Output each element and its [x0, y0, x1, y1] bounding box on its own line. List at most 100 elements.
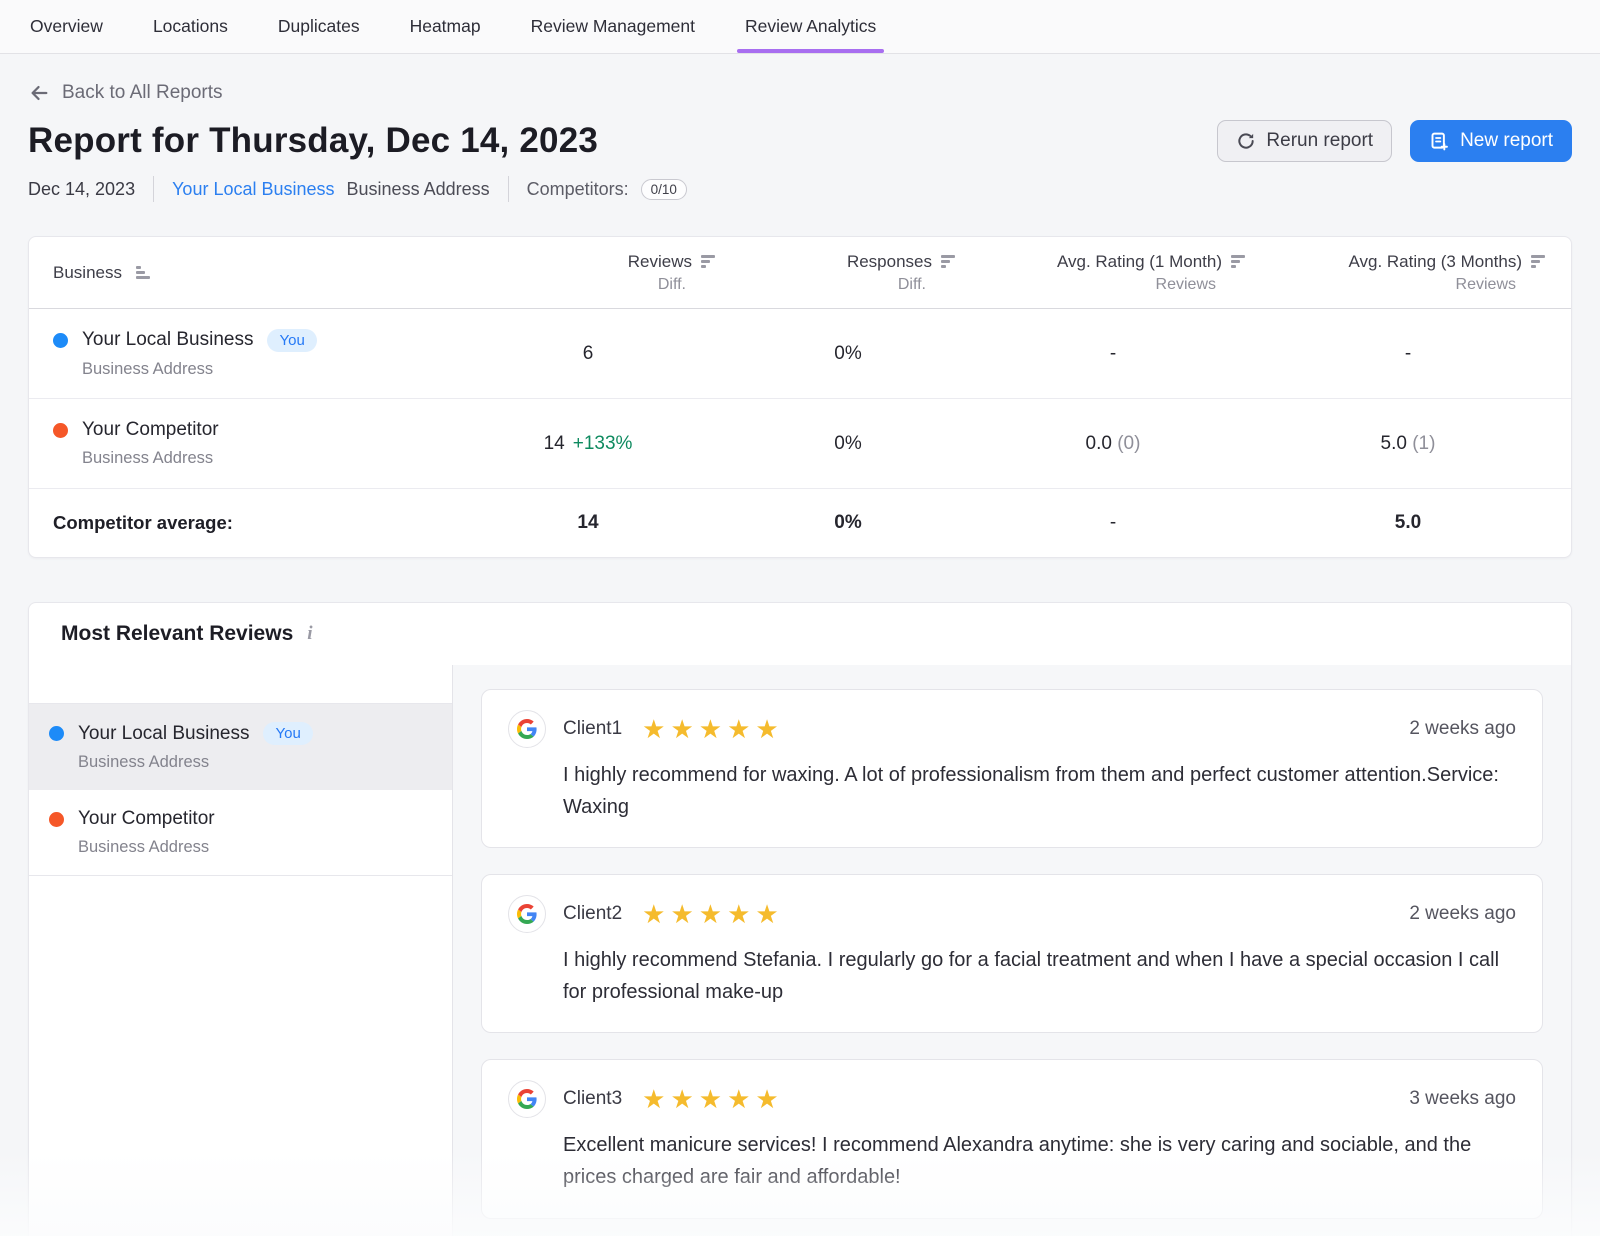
responses-value: 0% — [834, 432, 862, 454]
table-row: Your Local Business You Business Address… — [29, 309, 1571, 399]
info-icon[interactable]: i — [307, 623, 313, 644]
new-report-icon — [1429, 131, 1450, 152]
rerun-report-button[interactable]: Rerun report — [1217, 120, 1393, 162]
reviews-section-body: Your Local Business You Business Address… — [29, 665, 1571, 1236]
column-label: Avg. Rating (3 Months) — [1348, 251, 1522, 271]
column-header-reviews[interactable]: Reviews Diff. — [461, 252, 741, 294]
you-badge: You — [267, 328, 317, 352]
review-text: Excellent manicure services! I recommend… — [563, 1134, 1472, 1188]
back-to-reports-link[interactable]: Back to All Reports — [28, 82, 223, 104]
competitor-dot — [49, 811, 64, 827]
sort-icon — [701, 255, 715, 268]
business-list: Your Local Business You Business Address… — [29, 703, 452, 876]
reviews-diff: +133% — [572, 432, 633, 454]
avg-rating-3m-value: 5.0 — [1394, 512, 1422, 533]
reviews-value: 14 +133% — [543, 432, 633, 454]
back-arrow-icon — [28, 82, 50, 104]
reviews-business-sidebar: Your Local Business You Business Address… — [29, 665, 453, 1236]
back-link-label: Back to All Reports — [62, 82, 223, 103]
sidebar-item-local-business[interactable]: Your Local Business You Business Address — [29, 704, 452, 790]
sidebar-item-competitor[interactable]: Your Competitor Business Address — [29, 790, 452, 876]
sort-icon — [135, 266, 150, 279]
review-text: I highly recommend Stefania. I regularly… — [563, 949, 1500, 1003]
google-icon — [508, 1080, 546, 1119]
sort-icon — [941, 255, 955, 268]
business-name: Your Competitor — [82, 419, 219, 440]
business-cell: Your Competitor Business Address — [29, 403, 461, 484]
table-row: Your Competitor Business Address 14 +133%… — [29, 399, 1571, 489]
avg-rating-3m-value: 5.0 (1) — [1380, 432, 1436, 454]
tab-review-analytics[interactable]: Review Analytics — [736, 0, 885, 53]
competitor-dot — [53, 422, 68, 438]
business-name: Your Local Business — [78, 722, 250, 744]
business-address: Business Address — [82, 359, 214, 378]
google-icon — [508, 710, 546, 748]
tab-heatmap[interactable]: Heatmap — [409, 16, 481, 36]
column-sublabel: Diff. — [897, 275, 926, 293]
competitors-count-badge: 0/10 — [640, 178, 687, 200]
column-header-avg-rating-3-months[interactable]: Avg. Rating (3 Months) Reviews — [1271, 252, 1571, 294]
avg-responses-value: 0% — [834, 512, 862, 533]
avg-rating-3m-value: - — [1404, 342, 1412, 364]
column-header-responses[interactable]: Responses Diff. — [741, 252, 981, 294]
tab-review-management[interactable]: Review Management — [530, 16, 695, 36]
column-sublabel: Reviews — [1455, 275, 1516, 293]
reviews-panel: Client1 ★★★★★ 2 weeks ago I highly recom… — [453, 665, 1571, 1236]
divider — [153, 176, 155, 202]
section-title: Most Relevant Reviews — [61, 622, 294, 645]
sort-icon — [1531, 255, 1545, 268]
business-address: Business Address — [78, 838, 210, 856]
reviews-value: 6 — [582, 342, 594, 364]
column-label: Business — [53, 262, 122, 282]
page-title: Report for Thursday, Dec 14, 2023 — [28, 121, 599, 160]
review-card: Client2 ★★★★★ 2 weeks ago I highly recom… — [481, 874, 1543, 1034]
local-business-dot — [49, 726, 64, 741]
business-address: Business Address — [78, 753, 210, 771]
column-label: Reviews — [627, 251, 692, 271]
new-report-button[interactable]: New report — [1410, 120, 1572, 162]
new-report-label: New report — [1460, 130, 1553, 151]
column-sublabel: Reviews — [1155, 275, 1216, 293]
star-rating: ★★★★★ — [642, 714, 784, 744]
column-header-avg-rating-1-month[interactable]: Avg. Rating (1 Month) Reviews — [981, 252, 1271, 294]
title-row: Report for Thursday, Dec 14, 2023 Rerun … — [28, 120, 1572, 162]
star-rating: ★★★★★ — [642, 899, 784, 930]
report-meta: Dec 14, 2023 Your Local Business Busines… — [28, 176, 1572, 202]
avg-rating-1m-value: - — [1109, 342, 1117, 364]
avg-reviews-value: 14 — [577, 512, 599, 533]
business-name-link[interactable]: Your Local Business — [172, 178, 335, 199]
business-address: Business Address — [82, 449, 214, 467]
business-address: Business Address — [346, 178, 490, 199]
reviewer-name: Client1 — [563, 718, 623, 739]
star-rating: ★★★★★ — [642, 1084, 784, 1115]
refresh-icon — [1236, 131, 1256, 151]
most-relevant-reviews-section: Most Relevant Reviews i Your Local Busin… — [28, 602, 1572, 1236]
business-cell: Your Local Business You Business Address — [29, 313, 461, 395]
tab-overview[interactable]: Overview — [30, 16, 103, 36]
reviewer-name: Client3 — [563, 1088, 623, 1110]
review-time: 3 weeks ago — [1409, 1088, 1516, 1110]
reviews-section-header: Most Relevant Reviews i — [29, 603, 1571, 665]
avg-rating-1m-value: 0.0 (0) — [1085, 432, 1141, 454]
review-card: Client1 ★★★★★ 2 weeks ago I highly recom… — [481, 689, 1543, 849]
column-sublabel: Diff. — [657, 275, 686, 293]
column-label: Avg. Rating (1 Month) — [1056, 251, 1222, 271]
title-actions: Rerun report New report — [1217, 120, 1572, 162]
competitor-average-label: Competitor average: — [53, 512, 233, 533]
report-date: Dec 14, 2023 — [28, 178, 136, 199]
tab-locations[interactable]: Locations — [152, 16, 228, 36]
review-time: 2 weeks ago — [1409, 903, 1516, 925]
google-icon — [508, 895, 546, 934]
column-label: Responses — [846, 251, 932, 271]
you-badge: You — [263, 722, 313, 745]
column-header-business[interactable]: Business — [29, 263, 461, 283]
divider — [507, 176, 509, 202]
competitor-average-row: Competitor average: 14 0% - 5.0 — [29, 489, 1571, 557]
rerun-report-label: Rerun report — [1266, 130, 1374, 151]
local-business-dot — [53, 332, 68, 348]
tab-duplicates[interactable]: Duplicates — [277, 16, 360, 36]
review-time: 2 weeks ago — [1409, 718, 1516, 739]
avg-rating-1m-value: - — [1109, 512, 1117, 533]
competitors-label: Competitors: — [526, 178, 629, 199]
business-name: Your Local Business — [82, 329, 254, 350]
